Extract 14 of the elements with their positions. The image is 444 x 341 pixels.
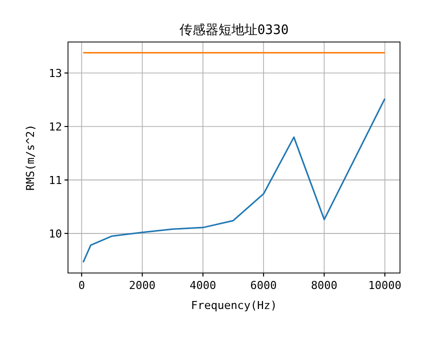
y-tick-label: 11 <box>48 174 62 187</box>
line-series <box>82 98 386 264</box>
y-tick-label: 13 <box>48 67 62 80</box>
x-tick-label: 4000 <box>190 279 216 292</box>
x-tick-label: 8000 <box>310 279 338 292</box>
x-axis-title: Frequency(Hz) <box>190 299 278 312</box>
x-tick-label: 0 <box>78 279 85 292</box>
x-tick-label: 10000 <box>368 279 402 292</box>
y-tick-label: 12 <box>48 120 62 134</box>
y-tick-label: 10 <box>48 227 62 240</box>
x-tick-label: 2000 <box>129 279 156 292</box>
chart-title: 传感器短地址0330 <box>179 23 289 38</box>
x-tick-label: 6000 <box>250 279 277 292</box>
y-axis-title: RMS(m/s^2) <box>24 124 37 191</box>
